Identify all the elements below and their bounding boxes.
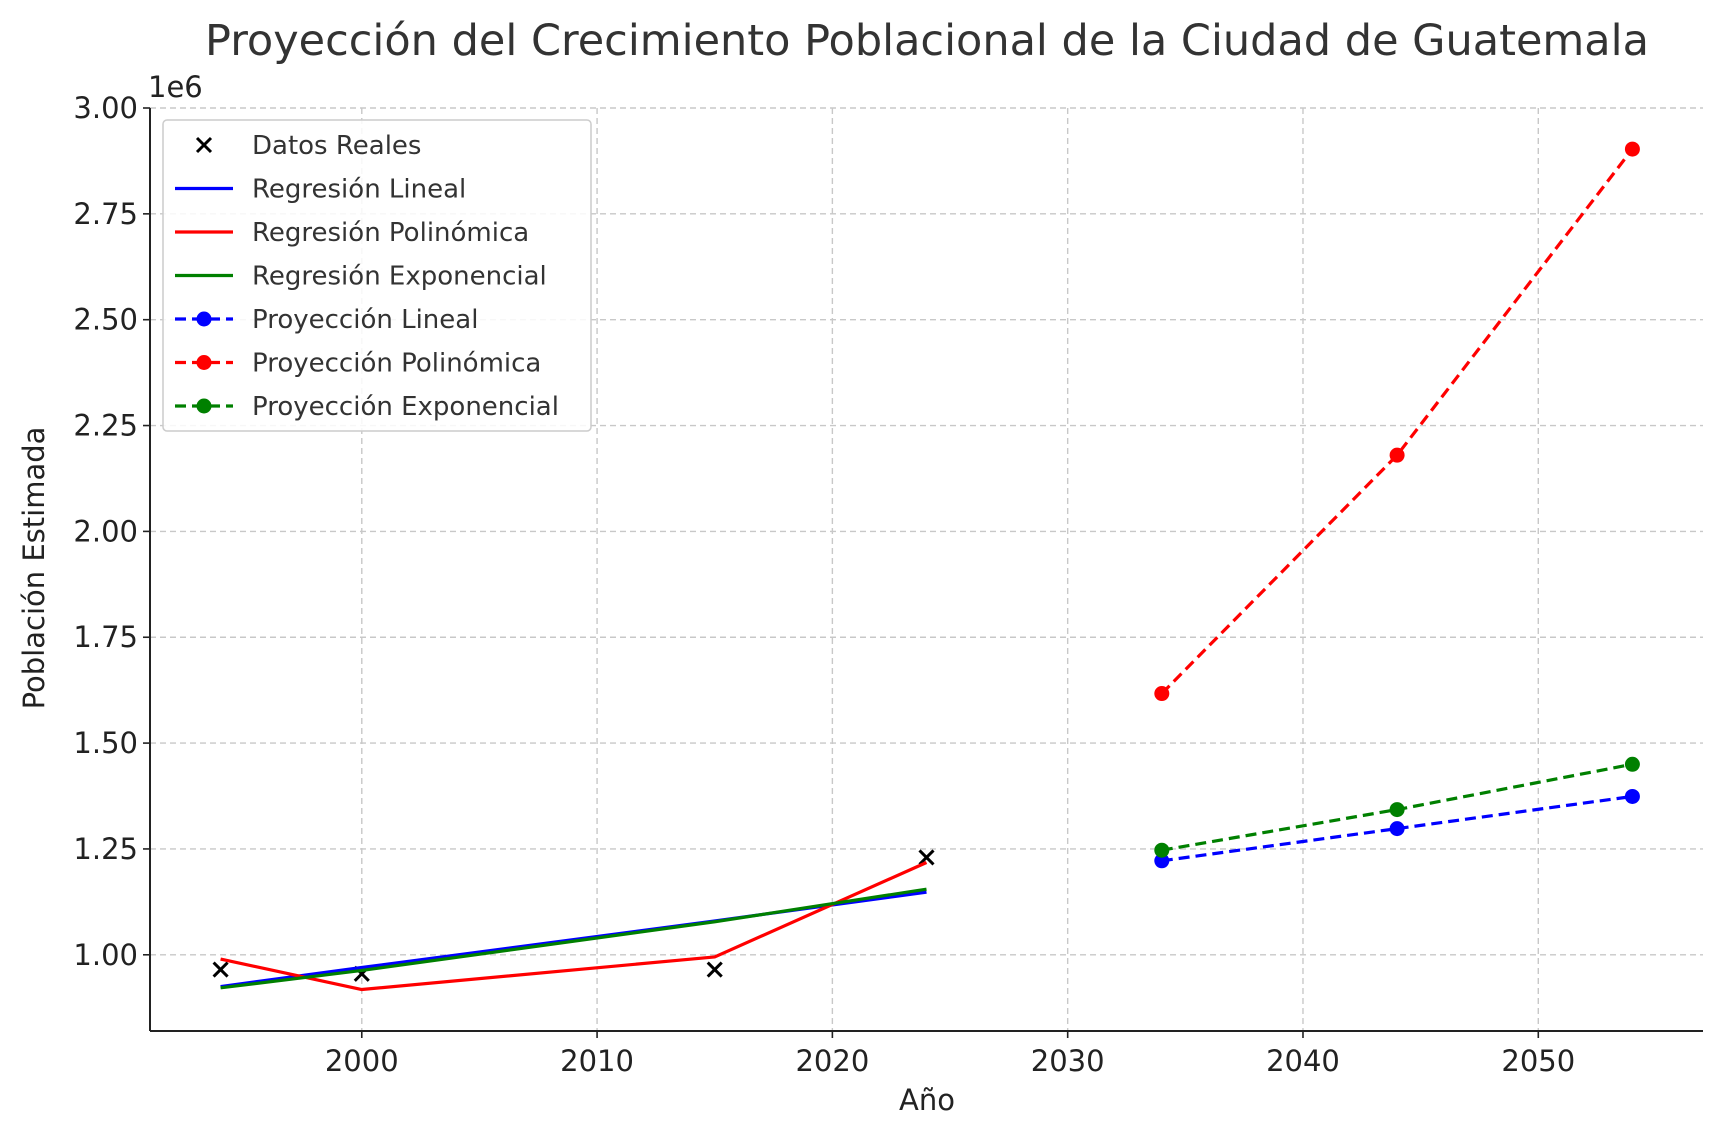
legend-item-datos-reales: Datos Reales (195, 131, 421, 161)
legend-item-proyeccion-lineal: Proyección Lineal (175, 305, 478, 335)
x-marker-stroke (706, 961, 723, 978)
data-point (1624, 788, 1640, 804)
legend-item-regresion-lineal: Regresión Lineal (175, 175, 466, 205)
series-line (1160, 148, 1634, 695)
axes (149, 108, 1703, 1032)
data-point (1389, 802, 1405, 818)
x-marker-stroke (918, 849, 935, 866)
legend-box (162, 119, 592, 432)
series-layer (212, 141, 1640, 992)
x-axis-label: Año (899, 1083, 955, 1117)
y-axis-label: Población Estimada (17, 427, 51, 710)
y-offset-label: 1e6 (148, 70, 203, 104)
series-proyeccion-polinomica (1154, 141, 1640, 702)
series-proyeccion-exponencial (1154, 756, 1640, 858)
legend-label: Datos Reales (252, 131, 421, 161)
y-tick-label: 1.25 (73, 832, 138, 866)
data-point (1154, 853, 1170, 869)
data-point (1624, 141, 1640, 157)
y-tick-label: 1.50 (73, 726, 138, 760)
series-regresion-exponencial (220, 887, 927, 990)
data-point-marker (212, 961, 229, 978)
data-point (1154, 686, 1170, 702)
legend-marker (195, 136, 213, 154)
data-point (1624, 756, 1640, 772)
x-tick-label: 2040 (1266, 1044, 1340, 1078)
y-tick-label: 2.50 (73, 303, 138, 337)
data-point-marker (706, 961, 723, 978)
legend-label: Regresión Polinómica (252, 218, 529, 248)
legend-label: Proyección Exponencial (252, 392, 559, 422)
series-line (220, 887, 927, 990)
legend-item-regresion-polinomica: Regresión Polinómica (175, 218, 529, 248)
series-line (220, 861, 928, 992)
legend-label: Proyección Lineal (252, 305, 478, 335)
data-point (1154, 842, 1170, 858)
legend-item-proyeccion-polinomica: Proyección Polinómica (175, 349, 541, 379)
legend-marker (196, 311, 212, 327)
x-axis-ticks: 2000 2010 2020 2030 2040 2050 (325, 1031, 1575, 1078)
y-tick-label: 1.75 (73, 620, 138, 654)
y-tick-label: 3.00 (73, 91, 138, 125)
y-tick-label: 2.75 (73, 197, 138, 231)
x-marker-stroke (212, 961, 229, 978)
data-point (1389, 447, 1405, 463)
chart-title: Proyección del Crecimiento Poblacional d… (205, 16, 1649, 66)
x-tick-label: 2020 (795, 1044, 869, 1078)
series-regresion-polinomica (220, 861, 928, 992)
legend-marker (196, 398, 212, 414)
legend-label: Regresión Exponencial (252, 262, 547, 292)
x-tick-label: 2030 (1031, 1044, 1105, 1078)
legend-item-proyeccion-exponencial: Proyección Exponencial (175, 392, 559, 422)
x-tick-label: 2010 (560, 1044, 634, 1078)
data-point (1389, 821, 1405, 837)
data-point-marker (918, 849, 935, 866)
legend-marker (196, 355, 212, 370)
legend-item-regresion-exponencial: Regresión Exponencial (175, 262, 547, 292)
series-datos-reales (212, 849, 935, 982)
series-proyeccion-lineal (1154, 788, 1640, 869)
legend: Datos Reales Regresión Lineal Regresión Po… (162, 119, 592, 432)
series-line (1161, 794, 1633, 863)
legend-label: Proyección Polinómica (252, 349, 541, 379)
legend-label: Regresión Lineal (252, 175, 466, 205)
y-tick-label: 1.00 (73, 938, 138, 972)
y-tick-label: 2.25 (73, 409, 138, 443)
x-tick-label: 2000 (325, 1044, 399, 1078)
y-tick-label: 2.00 (73, 514, 138, 548)
x-tick-label: 2050 (1501, 1044, 1575, 1078)
y-axis-ticks: 1.00 1.25 1.50 1.75 2.00 2.25 2.50 2.75 3.00 (73, 91, 150, 972)
grid (150, 107, 1703, 1031)
